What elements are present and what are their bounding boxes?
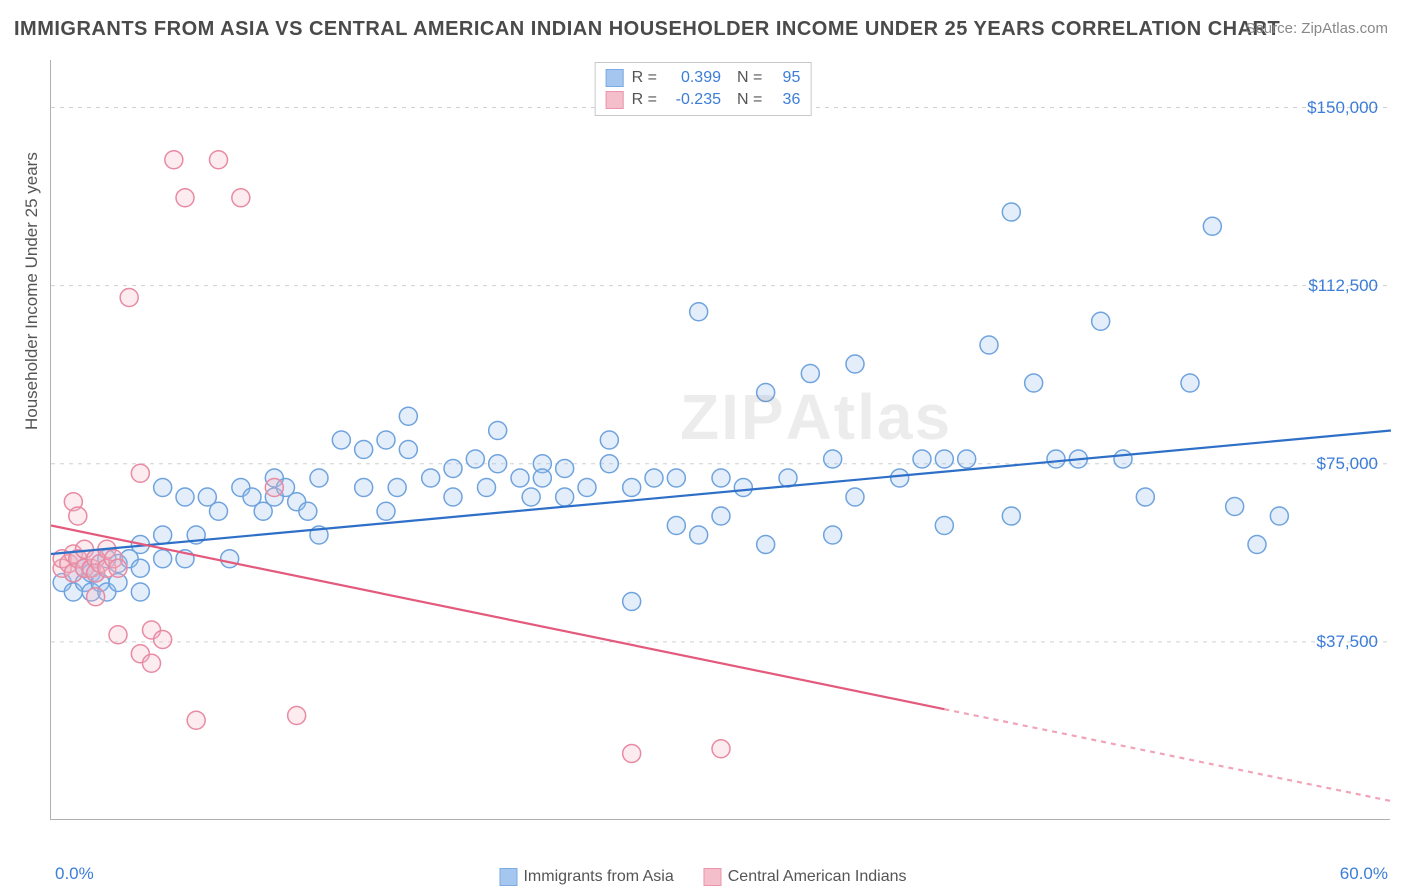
y-tick-label: $37,500 xyxy=(1317,632,1378,652)
legend-series-item: Immigrants from Asia xyxy=(499,868,673,886)
source-label: Source: ZipAtlas.com xyxy=(1245,20,1388,37)
chart-area: $37,500 $75,000 $112,500 $150,000 xyxy=(50,60,1390,820)
x-axis-min-label: 0.0% xyxy=(55,864,94,884)
y-tick-label: $112,500 xyxy=(1308,276,1378,296)
legend-swatch xyxy=(704,868,722,886)
legend-r-value: -0.235 xyxy=(665,91,721,109)
legend-stats: R = 0.399 N = 95 R = -0.235 N = 36 xyxy=(595,62,812,116)
legend-n-label: N = xyxy=(737,69,762,87)
legend-n-value: 95 xyxy=(770,69,800,87)
legend-stat-row: R = 0.399 N = 95 xyxy=(606,67,801,89)
plot-region: $37,500 $75,000 $112,500 $150,000 xyxy=(50,60,1390,820)
legend-series-label: Immigrants from Asia xyxy=(523,868,673,885)
legend-swatch xyxy=(499,868,517,886)
legend-r-label: R = xyxy=(632,69,657,87)
legend-r-value: 0.399 xyxy=(665,69,721,87)
legend-series-label: Central American Indians xyxy=(728,868,907,885)
legend-n-label: N = xyxy=(737,91,762,109)
legend-swatch xyxy=(606,69,624,87)
y-axis-label: Householder Income Under 25 years xyxy=(22,152,42,430)
scatter-svg xyxy=(51,60,1391,820)
chart-title: IMMIGRANTS FROM ASIA VS CENTRAL AMERICAN… xyxy=(14,18,1280,41)
legend-n-value: 36 xyxy=(770,91,800,109)
x-axis-max-label: 60.0% xyxy=(1340,864,1388,884)
legend-stat-row: R = -0.235 N = 36 xyxy=(606,89,801,111)
legend-series: Immigrants from Asia Central American Ind… xyxy=(499,868,906,886)
legend-r-label: R = xyxy=(632,91,657,109)
y-tick-label: $75,000 xyxy=(1317,454,1378,474)
y-tick-label: $150,000 xyxy=(1307,98,1378,118)
legend-swatch xyxy=(606,91,624,109)
legend-series-item: Central American Indians xyxy=(704,868,907,886)
